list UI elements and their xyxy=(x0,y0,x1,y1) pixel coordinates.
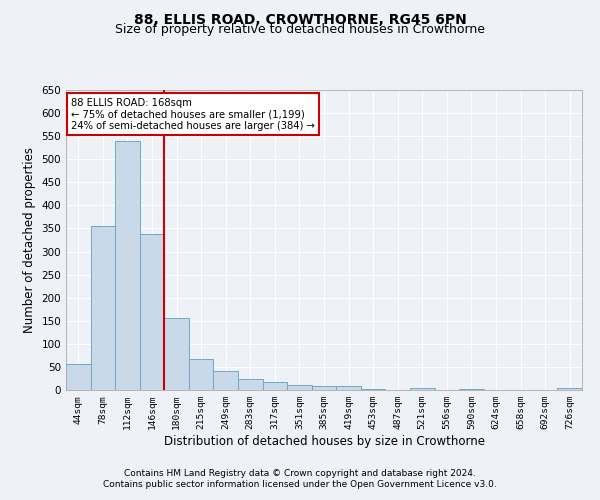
Text: Size of property relative to detached houses in Crowthorne: Size of property relative to detached ho… xyxy=(115,22,485,36)
X-axis label: Distribution of detached houses by size in Crowthorne: Distribution of detached houses by size … xyxy=(163,435,485,448)
Bar xyxy=(115,141,140,390)
Y-axis label: Number of detached properties: Number of detached properties xyxy=(23,147,36,333)
Bar xyxy=(557,388,582,390)
Bar xyxy=(140,234,164,390)
Bar xyxy=(238,380,263,390)
Bar xyxy=(263,382,287,390)
Bar xyxy=(361,389,385,390)
Bar xyxy=(410,388,434,390)
Text: Contains public sector information licensed under the Open Government Licence v3: Contains public sector information licen… xyxy=(103,480,497,489)
Text: 88 ELLIS ROAD: 168sqm
← 75% of detached houses are smaller (1,199)
24% of semi-d: 88 ELLIS ROAD: 168sqm ← 75% of detached … xyxy=(71,98,315,130)
Bar xyxy=(189,358,214,390)
Text: 88, ELLIS ROAD, CROWTHORNE, RG45 6PN: 88, ELLIS ROAD, CROWTHORNE, RG45 6PN xyxy=(134,12,466,26)
Bar xyxy=(91,226,115,390)
Bar xyxy=(287,386,312,390)
Bar xyxy=(336,386,361,390)
Text: Contains HM Land Registry data © Crown copyright and database right 2024.: Contains HM Land Registry data © Crown c… xyxy=(124,468,476,477)
Bar xyxy=(164,318,189,390)
Bar xyxy=(312,386,336,390)
Bar xyxy=(459,389,484,390)
Bar xyxy=(66,364,91,390)
Bar xyxy=(214,370,238,390)
